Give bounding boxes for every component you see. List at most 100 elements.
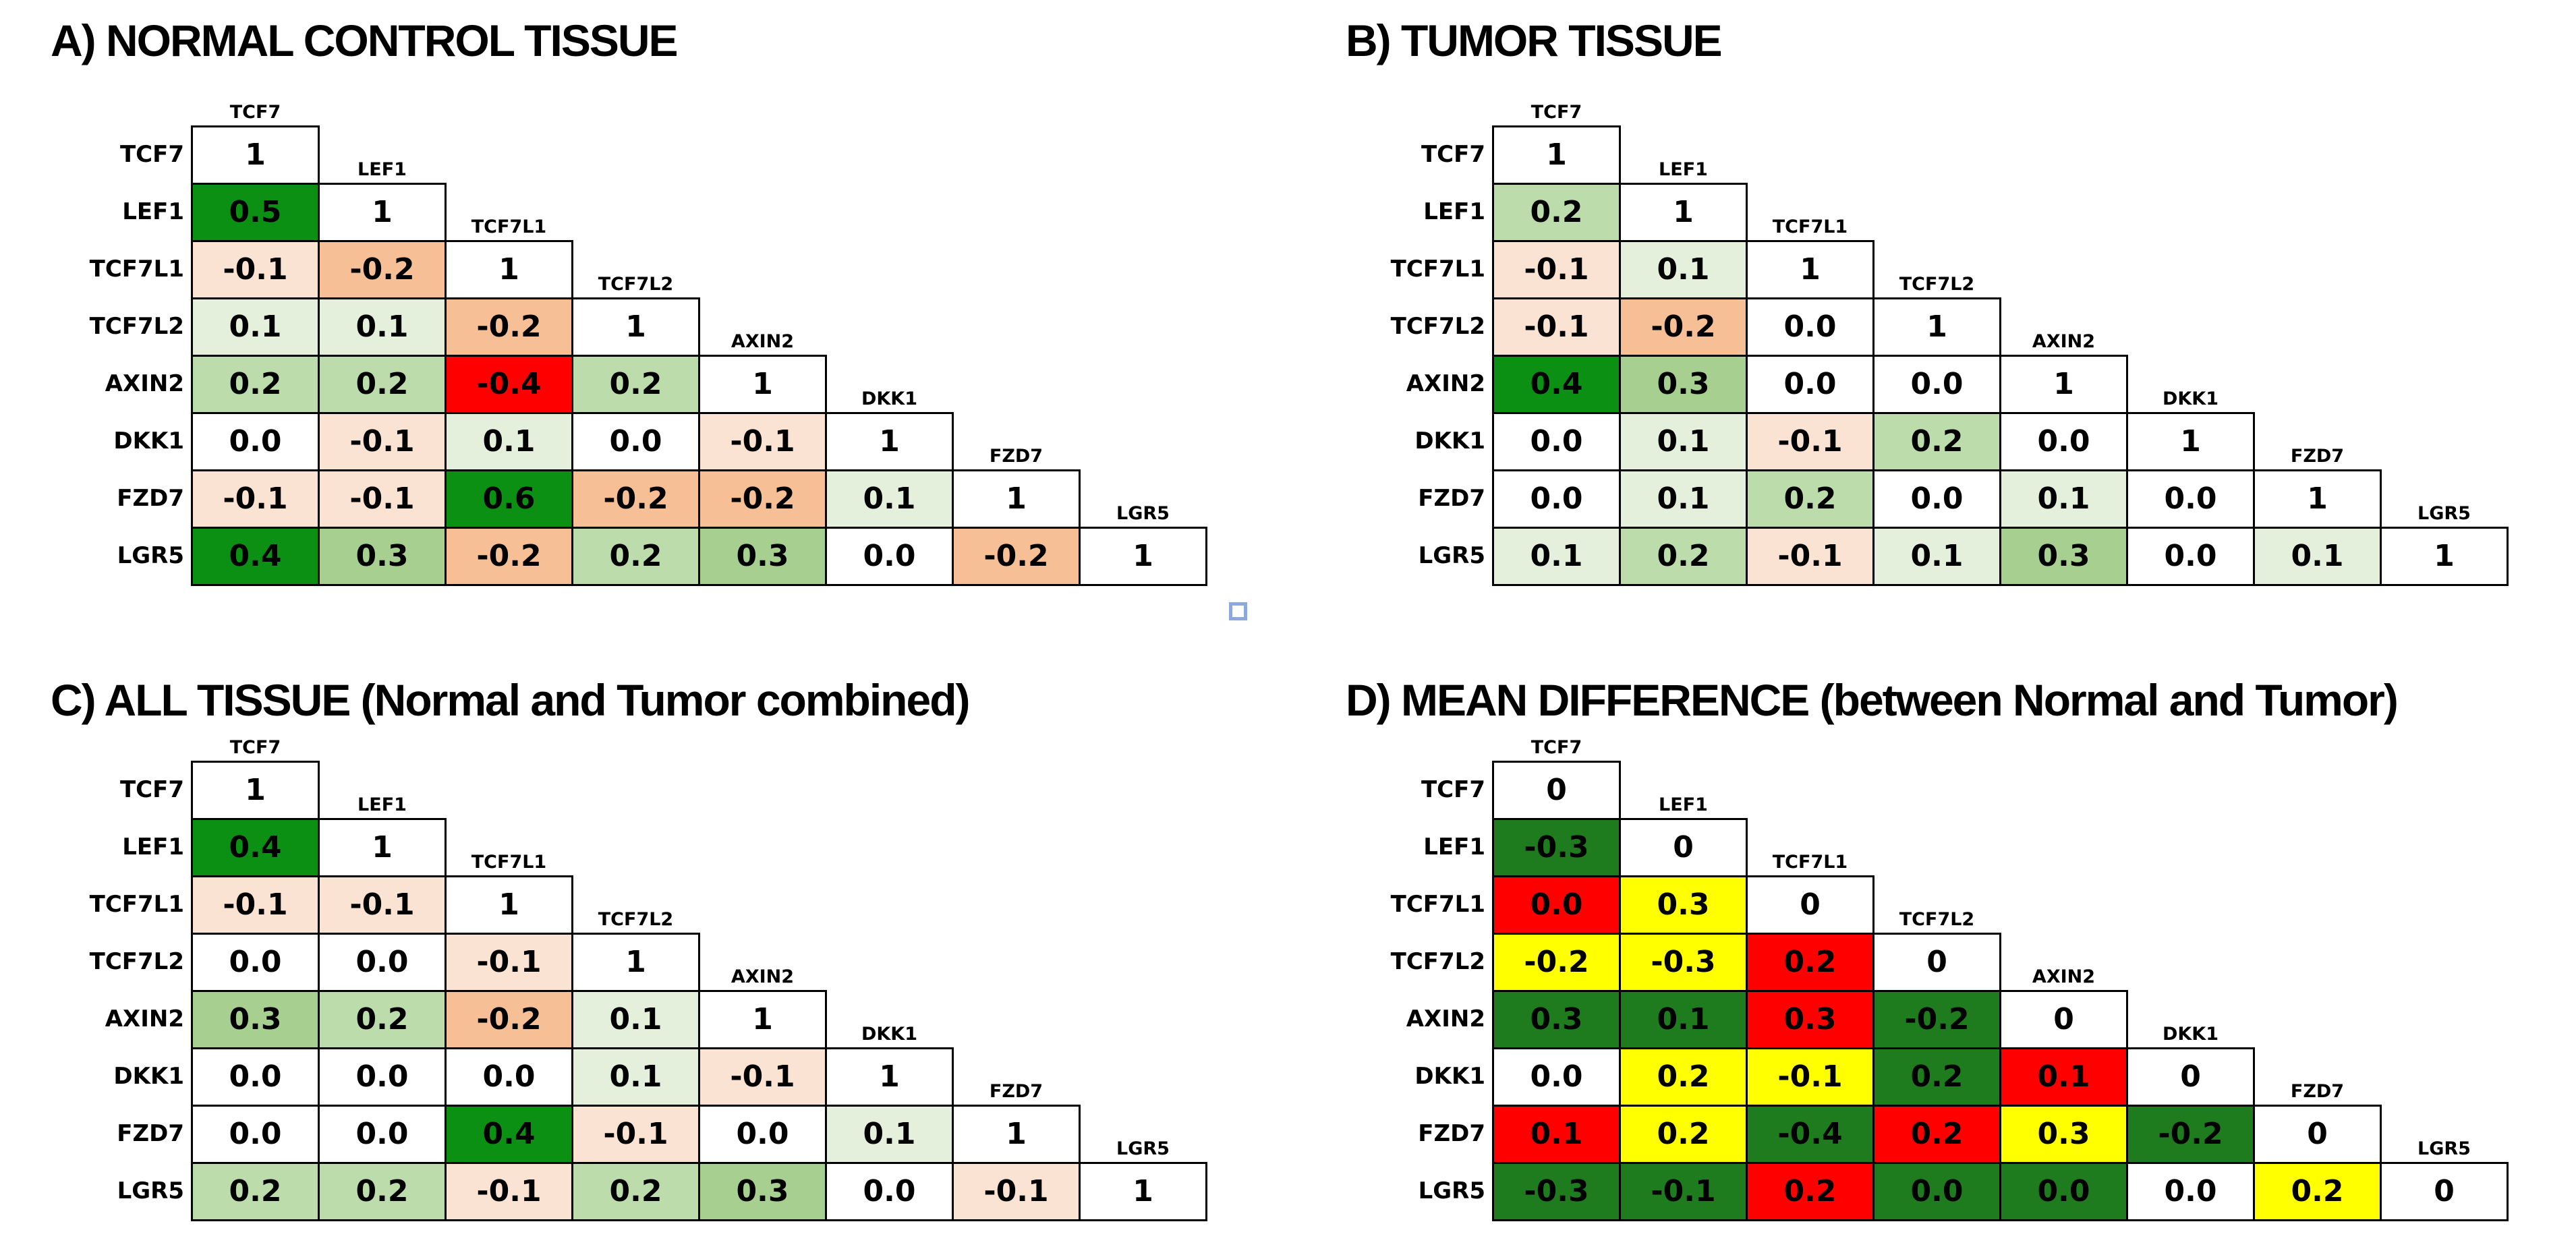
cell-b-lgr5-dkk1[interactable]: 0.0 [2126, 527, 2255, 586]
cell-a-tcf7l1-lef1[interactable]: -0.2 [318, 240, 447, 299]
cell-d-fzd7-tcf7[interactable]: 0.1 [1492, 1105, 1621, 1164]
cell-a-tcf7l2-diagonal[interactable]: 1 [571, 297, 700, 357]
cell-a-axin2-tcf7[interactable]: 0.2 [191, 355, 320, 414]
cell-b-tcf7l1-tcf7[interactable]: -0.1 [1492, 240, 1621, 299]
cell-c-tcf7l1-lef1[interactable]: -0.1 [318, 875, 447, 935]
cell-d-tcf7l1-tcf7[interactable]: 0.0 [1492, 875, 1621, 935]
cell-b-axin2-diagonal[interactable]: 1 [1999, 355, 2128, 414]
cell-d-fzd7-lef1[interactable]: 0.2 [1619, 1105, 1748, 1164]
cell-c-dkk1-tcf7l2[interactable]: 0.1 [571, 1047, 700, 1107]
cell-a-tcf7l2-tcf7l1[interactable]: -0.2 [445, 297, 573, 357]
cell-b-fzd7-axin2[interactable]: 0.1 [1999, 469, 2128, 529]
cell-d-axin2-diagonal[interactable]: 0 [1999, 990, 2128, 1049]
cell-a-fzd7-lef1[interactable]: -0.1 [318, 469, 447, 529]
cell-c-fzd7-tcf7l1[interactable]: 0.4 [445, 1105, 573, 1164]
cell-d-lef1-diagonal[interactable]: 0 [1619, 818, 1748, 877]
cell-a-tcf7-diagonal[interactable]: 1 [191, 125, 320, 185]
cell-b-lgr5-lef1[interactable]: 0.2 [1619, 527, 1748, 586]
cell-c-dkk1-lef1[interactable]: 0.0 [318, 1047, 447, 1107]
cell-c-axin2-diagonal[interactable]: 1 [698, 990, 827, 1049]
cell-c-fzd7-lef1[interactable]: 0.0 [318, 1105, 447, 1164]
cell-b-lgr5-fzd7[interactable]: 0.1 [2253, 527, 2382, 586]
cell-a-lgr5-tcf7l1[interactable]: -0.2 [445, 527, 573, 586]
cell-a-dkk1-lef1[interactable]: -0.1 [318, 412, 447, 471]
cell-c-dkk1-tcf7l1[interactable]: 0.0 [445, 1047, 573, 1107]
cell-a-lgr5-tcf7[interactable]: 0.4 [191, 527, 320, 586]
cell-b-dkk1-diagonal[interactable]: 1 [2126, 412, 2255, 471]
cell-b-fzd7-tcf7[interactable]: 0.0 [1492, 469, 1621, 529]
cell-d-tcf7l2-tcf7l1[interactable]: 0.2 [1746, 933, 1874, 992]
cell-d-fzd7-diagonal[interactable]: 0 [2253, 1105, 2382, 1164]
cell-b-lgr5-diagonal[interactable]: 1 [2380, 527, 2509, 586]
cell-a-lgr5-axin2[interactable]: 0.3 [698, 527, 827, 586]
cell-d-lgr5-tcf7l1[interactable]: 0.2 [1746, 1162, 1874, 1221]
cell-d-dkk1-diagonal[interactable]: 0 [2126, 1047, 2255, 1107]
cell-a-axin2-lef1[interactable]: 0.2 [318, 355, 447, 414]
cell-a-lgr5-lef1[interactable]: 0.3 [318, 527, 447, 586]
cell-d-lgr5-tcf7l2[interactable]: 0.0 [1872, 1162, 2001, 1221]
cell-d-tcf7l2-lef1[interactable]: -0.3 [1619, 933, 1748, 992]
cell-c-dkk1-diagonal[interactable]: 1 [825, 1047, 954, 1107]
cell-c-axin2-tcf7[interactable]: 0.3 [191, 990, 320, 1049]
cell-b-axin2-lef1[interactable]: 0.3 [1619, 355, 1748, 414]
cell-b-dkk1-tcf7l1[interactable]: -0.1 [1746, 412, 1874, 471]
cell-a-fzd7-tcf7l2[interactable]: -0.2 [571, 469, 700, 529]
cell-c-fzd7-dkk1[interactable]: 0.1 [825, 1105, 954, 1164]
cell-c-fzd7-diagonal[interactable]: 1 [952, 1105, 1081, 1164]
cell-c-dkk1-axin2[interactable]: -0.1 [698, 1047, 827, 1107]
cell-b-axin2-tcf7[interactable]: 0.4 [1492, 355, 1621, 414]
cell-c-lgr5-axin2[interactable]: 0.3 [698, 1162, 827, 1221]
cell-a-dkk1-tcf7l2[interactable]: 0.0 [571, 412, 700, 471]
cell-b-axin2-tcf7l2[interactable]: 0.0 [1872, 355, 2001, 414]
cell-d-lgr5-axin2[interactable]: 0.0 [1999, 1162, 2128, 1221]
cell-d-lgr5-fzd7[interactable]: 0.2 [2253, 1162, 2382, 1221]
cell-c-axin2-lef1[interactable]: 0.2 [318, 990, 447, 1049]
cell-c-tcf7l2-diagonal[interactable]: 1 [571, 933, 700, 992]
cell-a-lgr5-tcf7l2[interactable]: 0.2 [571, 527, 700, 586]
cell-d-dkk1-tcf7[interactable]: 0.0 [1492, 1047, 1621, 1107]
cell-d-tcf7l2-tcf7[interactable]: -0.2 [1492, 933, 1621, 992]
cell-c-lgr5-dkk1[interactable]: 0.0 [825, 1162, 954, 1221]
cell-a-dkk1-axin2[interactable]: -0.1 [698, 412, 827, 471]
cell-d-dkk1-tcf7l2[interactable]: 0.2 [1872, 1047, 2001, 1107]
cell-d-lef1-tcf7[interactable]: -0.3 [1492, 818, 1621, 877]
cell-a-axin2-tcf7l2[interactable]: 0.2 [571, 355, 700, 414]
cell-c-lgr5-tcf7[interactable]: 0.2 [191, 1162, 320, 1221]
cell-c-tcf7-diagonal[interactable]: 1 [191, 761, 320, 820]
cell-a-fzd7-dkk1[interactable]: 0.1 [825, 469, 954, 529]
cell-d-tcf7-diagonal[interactable]: 0 [1492, 761, 1621, 820]
cell-d-dkk1-lef1[interactable]: 0.2 [1619, 1047, 1748, 1107]
cell-d-lgr5-diagonal[interactable]: 0 [2380, 1162, 2509, 1221]
cell-a-tcf7l2-lef1[interactable]: 0.1 [318, 297, 447, 357]
cell-c-tcf7l2-tcf7[interactable]: 0.0 [191, 933, 320, 992]
cell-b-lef1-diagonal[interactable]: 1 [1619, 183, 1748, 242]
cell-b-lef1-tcf7[interactable]: 0.2 [1492, 183, 1621, 242]
cell-c-lgr5-fzd7[interactable]: -0.1 [952, 1162, 1081, 1221]
cell-c-tcf7l2-lef1[interactable]: 0.0 [318, 933, 447, 992]
cell-a-dkk1-diagonal[interactable]: 1 [825, 412, 954, 471]
cell-b-tcf7l2-tcf7[interactable]: -0.1 [1492, 297, 1621, 357]
cell-d-lgr5-lef1[interactable]: -0.1 [1619, 1162, 1748, 1221]
cell-d-dkk1-tcf7l1[interactable]: -0.1 [1746, 1047, 1874, 1107]
cell-c-tcf7l1-diagonal[interactable]: 1 [445, 875, 573, 935]
cell-d-fzd7-tcf7l1[interactable]: -0.4 [1746, 1105, 1874, 1164]
cell-a-lgr5-fzd7[interactable]: -0.2 [952, 527, 1081, 586]
cell-b-lgr5-tcf7l1[interactable]: -0.1 [1746, 527, 1874, 586]
cell-a-fzd7-tcf7[interactable]: -0.1 [191, 469, 320, 529]
cell-c-axin2-tcf7l2[interactable]: 0.1 [571, 990, 700, 1049]
cell-a-tcf7l1-diagonal[interactable]: 1 [445, 240, 573, 299]
cell-c-fzd7-axin2[interactable]: 0.0 [698, 1105, 827, 1164]
cell-a-lef1-tcf7[interactable]: 0.5 [191, 183, 320, 242]
cell-b-lgr5-tcf7l2[interactable]: 0.1 [1872, 527, 2001, 586]
cell-b-dkk1-tcf7l2[interactable]: 0.2 [1872, 412, 2001, 471]
cell-c-fzd7-tcf7l2[interactable]: -0.1 [571, 1105, 700, 1164]
cell-b-tcf7l1-lef1[interactable]: 0.1 [1619, 240, 1748, 299]
cell-b-tcf7l2-lef1[interactable]: -0.2 [1619, 297, 1748, 357]
cell-b-fzd7-tcf7l2[interactable]: 0.0 [1872, 469, 2001, 529]
cell-a-tcf7l2-tcf7[interactable]: 0.1 [191, 297, 320, 357]
cell-a-dkk1-tcf7[interactable]: 0.0 [191, 412, 320, 471]
cell-a-lef1-diagonal[interactable]: 1 [318, 183, 447, 242]
cell-b-fzd7-dkk1[interactable]: 0.0 [2126, 469, 2255, 529]
cell-b-dkk1-tcf7[interactable]: 0.0 [1492, 412, 1621, 471]
cell-d-fzd7-axin2[interactable]: 0.3 [1999, 1105, 2128, 1164]
